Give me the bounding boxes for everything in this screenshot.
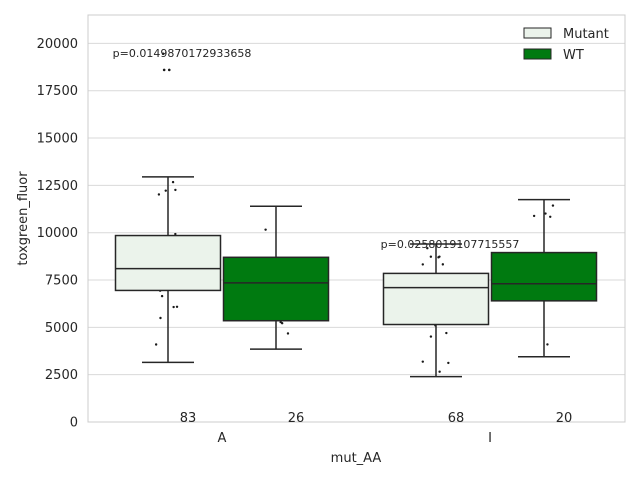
plot-frame <box>87 14 626 423</box>
strip-point <box>157 193 161 196</box>
strip-point <box>174 232 177 236</box>
y-tick-label: 12500 <box>37 179 78 194</box>
outlier-point <box>161 52 165 56</box>
strip-point <box>429 335 433 338</box>
box-wt-i <box>490 251 598 302</box>
y-tick-label: 2500 <box>45 368 78 383</box>
y-tick-label: 7500 <box>45 274 78 289</box>
legend-swatch-mutant <box>523 27 552 39</box>
strip-point <box>171 180 175 184</box>
box-mutant-a <box>114 234 222 292</box>
p-value-annotation: p=0.0258019107715557 <box>381 238 520 251</box>
x-tick-label: A <box>218 431 227 446</box>
strip-point <box>160 294 164 298</box>
strip-point <box>447 361 450 365</box>
x-tick-label: I <box>488 431 492 446</box>
strip-point <box>172 305 175 309</box>
strip-point <box>438 370 441 373</box>
y-tick-label: 0 <box>70 416 78 431</box>
x-axis-label: mut_AA <box>331 451 382 466</box>
y-tick-label: 5000 <box>45 321 78 336</box>
strip-point <box>426 247 429 250</box>
outlier-point <box>162 68 166 72</box>
box-mutant-i <box>382 272 490 326</box>
strip-point <box>164 189 167 192</box>
strip-point <box>445 331 448 335</box>
y-ticks: 0 2500 5000 7500 10000 12500 15000 17500 20000 <box>37 37 78 431</box>
strip-point <box>175 305 179 308</box>
strip-point <box>441 263 445 266</box>
y-tick-label: 10000 <box>37 226 78 241</box>
strip-point <box>159 316 162 320</box>
count-label: 20 <box>556 411 573 426</box>
strip-point <box>174 188 177 192</box>
strip-point <box>429 255 433 258</box>
strip-point <box>532 214 536 218</box>
legend-label-mutant: Mutant <box>563 27 609 42</box>
legend-label-wt: WT <box>563 48 584 63</box>
strip-point <box>551 204 555 207</box>
count-label: 26 <box>288 411 305 426</box>
strip-point <box>421 360 424 363</box>
box-wt-a <box>222 256 330 322</box>
legend: Mutant WT <box>523 27 609 63</box>
y-axis-label: toxgreen_fluor <box>16 171 31 266</box>
outlier-point <box>167 68 171 72</box>
count-labels: 83 68 26 20 <box>180 411 573 426</box>
strip-point <box>438 255 441 258</box>
strip-points <box>154 52 557 373</box>
y-tick-label: 15000 <box>37 132 78 147</box>
strip-point <box>264 228 267 231</box>
y-tick-label: 20000 <box>37 37 78 52</box>
count-label: 68 <box>448 411 465 426</box>
strip-point <box>154 343 158 346</box>
strip-point <box>549 215 552 218</box>
strip-point <box>546 343 549 346</box>
strip-point <box>286 332 290 335</box>
strip-point <box>421 263 424 266</box>
p-value-annotation: p=0.0149870172933658 <box>113 47 252 60</box>
boxes <box>114 176 598 378</box>
y-tick-label: 17500 <box>37 84 78 99</box>
annotations: p=0.0149870172933658 p=0.0258019107715557 <box>113 47 520 251</box>
legend-swatch-wt <box>523 48 552 60</box>
strip-point <box>544 212 547 215</box>
count-label: 83 <box>180 411 197 426</box>
